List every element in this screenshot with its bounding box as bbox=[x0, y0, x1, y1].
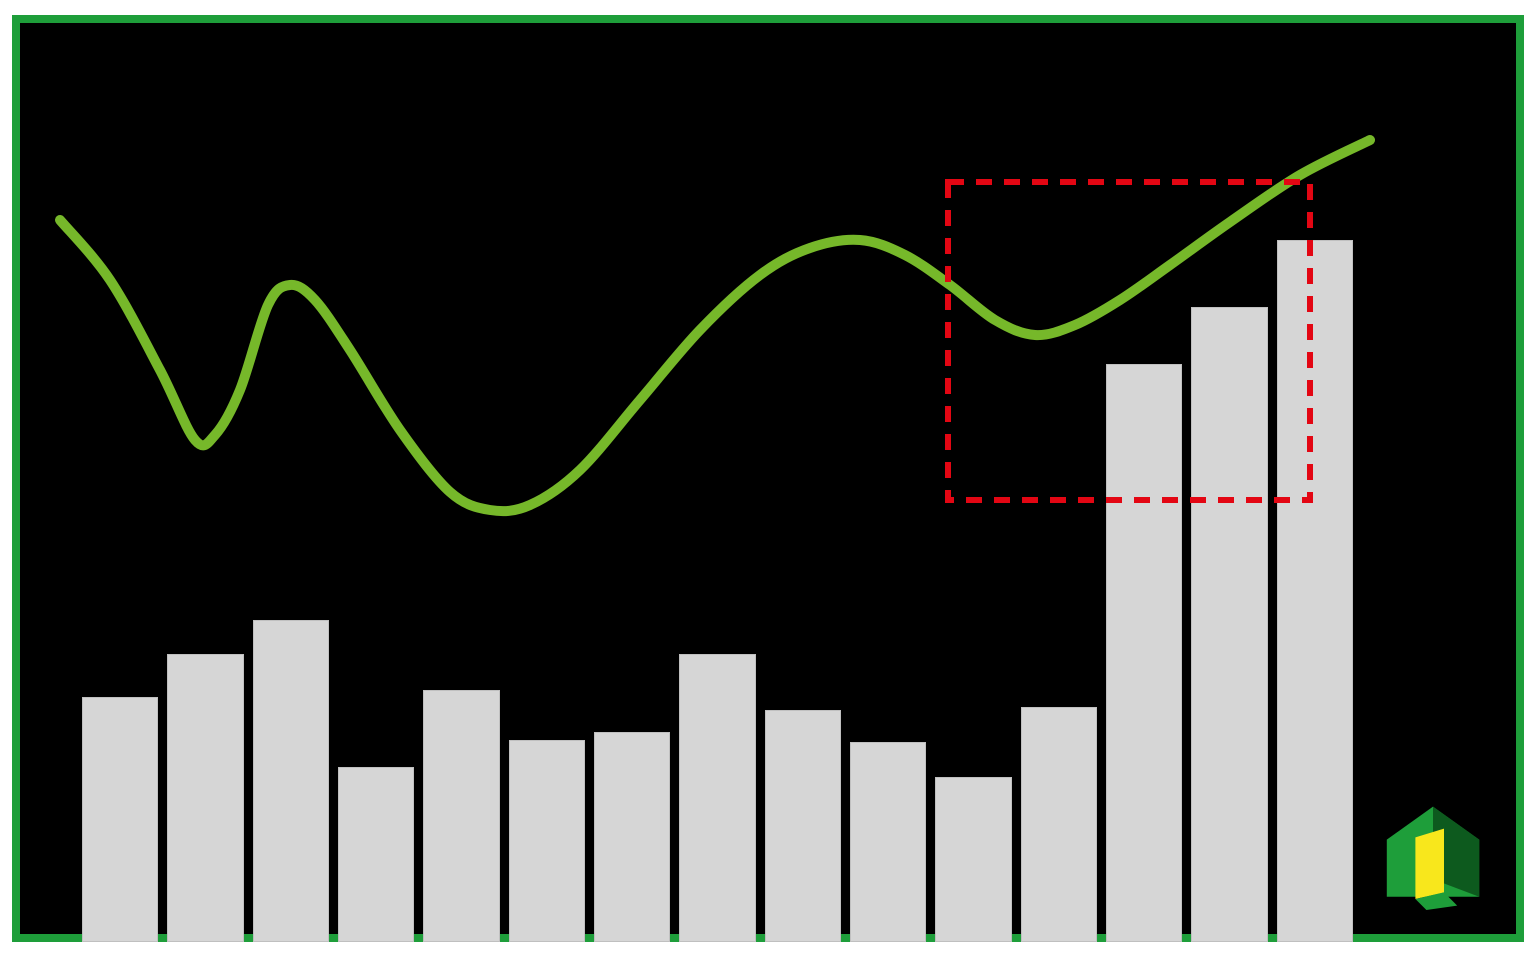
bar bbox=[253, 620, 329, 942]
bar bbox=[1191, 307, 1267, 942]
bar bbox=[1277, 240, 1353, 942]
bar bbox=[765, 710, 841, 942]
bar bbox=[935, 777, 1011, 942]
bar bbox=[167, 654, 243, 942]
bar bbox=[1106, 364, 1182, 942]
bar bbox=[509, 740, 585, 942]
bar bbox=[1021, 707, 1097, 942]
bar bbox=[679, 654, 755, 942]
bars-area bbox=[82, 15, 1362, 942]
bar bbox=[594, 732, 670, 942]
bar bbox=[338, 767, 414, 942]
bar bbox=[423, 690, 499, 942]
door-logo-icon bbox=[1378, 800, 1488, 910]
bar bbox=[850, 742, 926, 942]
bar bbox=[82, 697, 158, 942]
